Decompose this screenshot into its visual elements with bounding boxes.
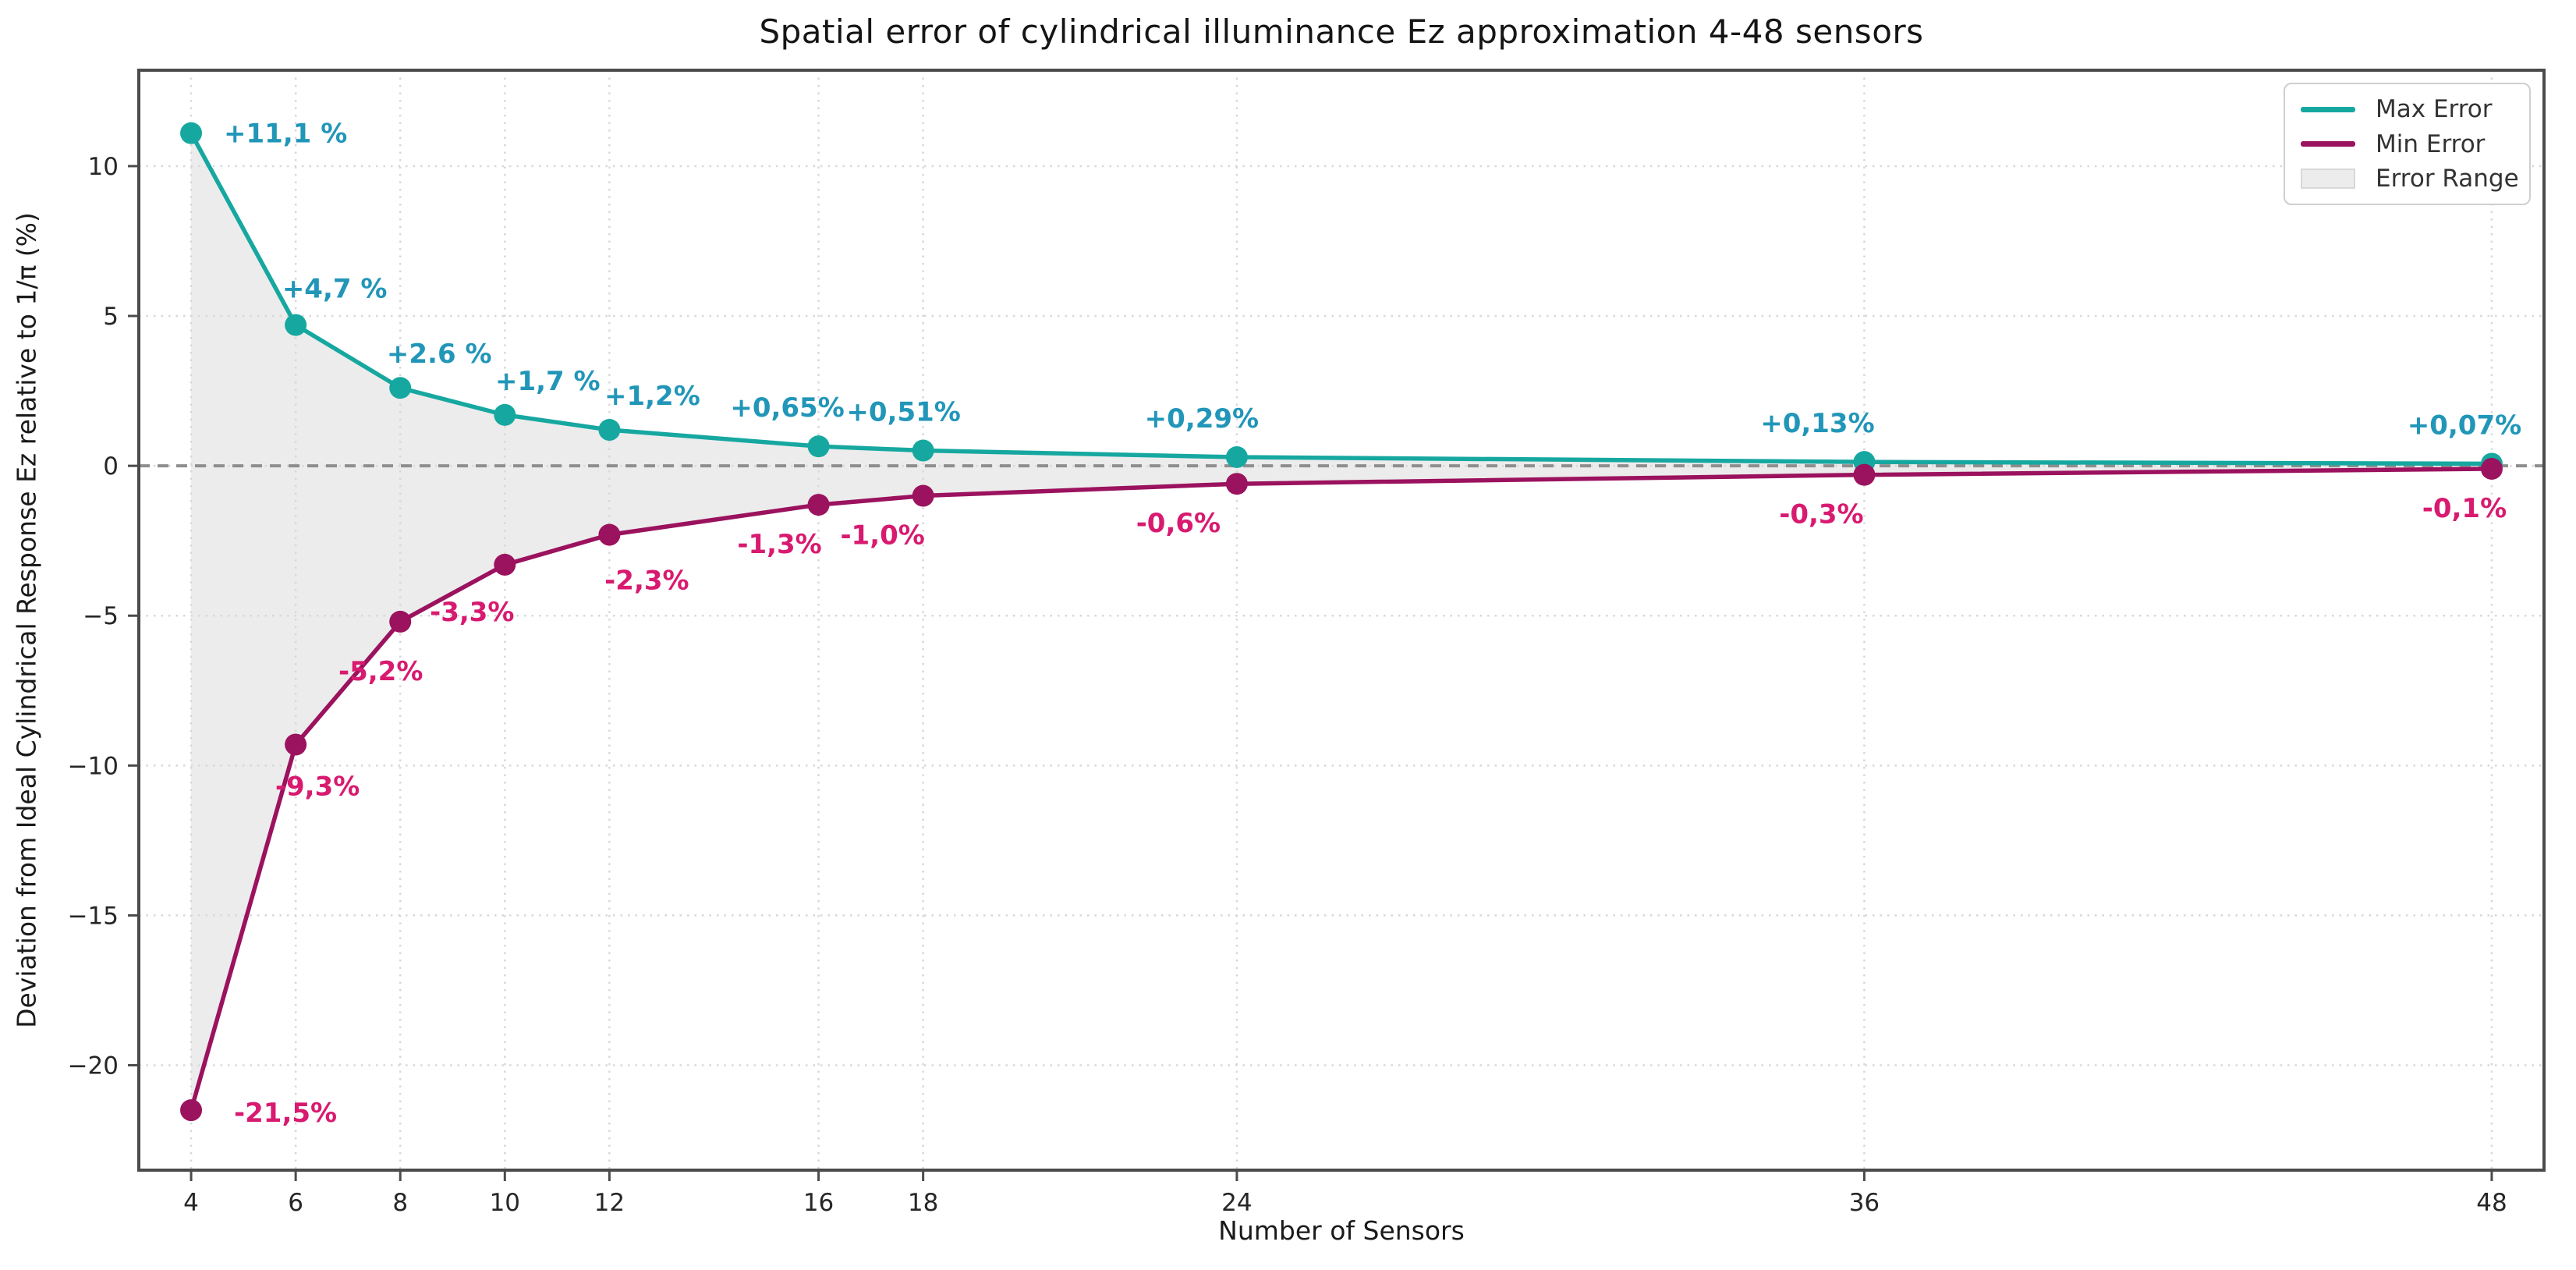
data-label-max-error: +0,65% — [730, 392, 844, 424]
data-point-max-error — [389, 377, 412, 399]
data-point-max-error — [598, 419, 621, 442]
data-label-max-error: +1,2% — [604, 381, 700, 412]
legend-label-min-error: Min Error — [2376, 129, 2486, 158]
error-range-fill — [191, 133, 2492, 1111]
data-label-min-error: -5,2% — [338, 656, 423, 687]
data-point-min-error — [1225, 473, 1248, 495]
x-tick-label: 10 — [490, 1189, 520, 1217]
x-tick-label: 24 — [1221, 1189, 1252, 1217]
y-tick-label: 0 — [103, 452, 119, 481]
legend-item-max-error: Max Error — [2301, 95, 2514, 123]
y-tick-label: −15 — [68, 902, 119, 930]
x-tick-label: 18 — [908, 1189, 938, 1217]
y-axis-title: Deviation from Ideal Cylindrical Respons… — [11, 212, 42, 1028]
x-tick-label: 8 — [392, 1189, 408, 1217]
legend-item-error-range: Error Range — [2301, 165, 2519, 193]
x-axis-title: Number of Sensors — [1218, 1215, 1465, 1246]
data-label-max-error: +0,29% — [1145, 403, 1259, 435]
data-point-min-error — [2480, 457, 2503, 480]
data-label-max-error: +11,1 % — [224, 119, 347, 150]
legend-label-error-range: Error Range — [2376, 164, 2519, 193]
data-point-min-error — [180, 1099, 203, 1122]
x-tick-label: 36 — [1849, 1189, 1880, 1217]
chart-title: Spatial error of cylindrical illuminance… — [759, 12, 1924, 51]
x-tick-label: 4 — [183, 1189, 199, 1217]
series-line-max-error — [189, 130, 2494, 466]
data-label-min-error: -0,1% — [2422, 493, 2507, 524]
data-label-min-error: -9,3% — [275, 771, 360, 802]
legend-swatch-min-error — [2301, 141, 2355, 147]
legend-swatch-error-range — [2301, 168, 2355, 189]
y-tick-label: −20 — [68, 1052, 119, 1080]
y-tick-label: 10 — [88, 153, 119, 181]
data-label-max-error: +0,13% — [1760, 408, 1874, 439]
data-label-min-error: -1,0% — [840, 520, 924, 552]
data-point-min-error — [389, 610, 412, 633]
data-point-max-error — [912, 439, 934, 462]
x-tick-label: 48 — [2476, 1189, 2507, 1217]
data-point-max-error — [807, 435, 830, 458]
data-point-max-error — [1225, 445, 1248, 468]
data-label-max-error: +0,51% — [846, 397, 960, 428]
data-label-max-error: +4,7 % — [282, 274, 388, 305]
y-tick-label: −10 — [68, 752, 119, 780]
series-line-min-error — [189, 466, 2494, 1112]
data-label-min-error: -2,3% — [604, 566, 689, 597]
data-label-max-error: +2.6 % — [387, 339, 492, 370]
data-point-max-error — [285, 314, 307, 336]
data-label-min-error: -3,3% — [430, 597, 514, 628]
data-label-max-error: +0,07% — [2408, 410, 2521, 441]
y-tick-label: 5 — [103, 303, 119, 331]
y-tick-label: −5 — [83, 602, 119, 630]
legend-label-max-error: Max Error — [2376, 95, 2493, 124]
data-point-min-error — [912, 484, 934, 507]
data-label-min-error: -1,3% — [737, 529, 821, 560]
data-point-min-error — [598, 523, 621, 546]
data-point-max-error — [494, 403, 516, 426]
data-point-max-error — [180, 122, 203, 144]
data-label-min-error: -0,6% — [1136, 508, 1221, 539]
data-point-min-error — [285, 733, 307, 756]
legend: Max Error Min Error Error Range — [2284, 83, 2531, 205]
data-label-min-error: -0,3% — [1779, 499, 1863, 530]
x-tick-label: 12 — [594, 1189, 625, 1217]
legend-swatch-max-error — [2301, 106, 2355, 112]
data-point-min-error — [807, 494, 830, 516]
x-tick-label: 6 — [288, 1189, 303, 1217]
legend-item-min-error: Min Error — [2301, 130, 2514, 158]
data-label-max-error: +1,7 % — [495, 366, 601, 397]
x-tick-label: 16 — [803, 1189, 834, 1217]
axes-border — [137, 69, 2546, 1172]
data-point-min-error — [494, 553, 516, 576]
data-label-min-error: -21,5% — [234, 1098, 337, 1129]
data-point-min-error — [1853, 463, 1876, 486]
